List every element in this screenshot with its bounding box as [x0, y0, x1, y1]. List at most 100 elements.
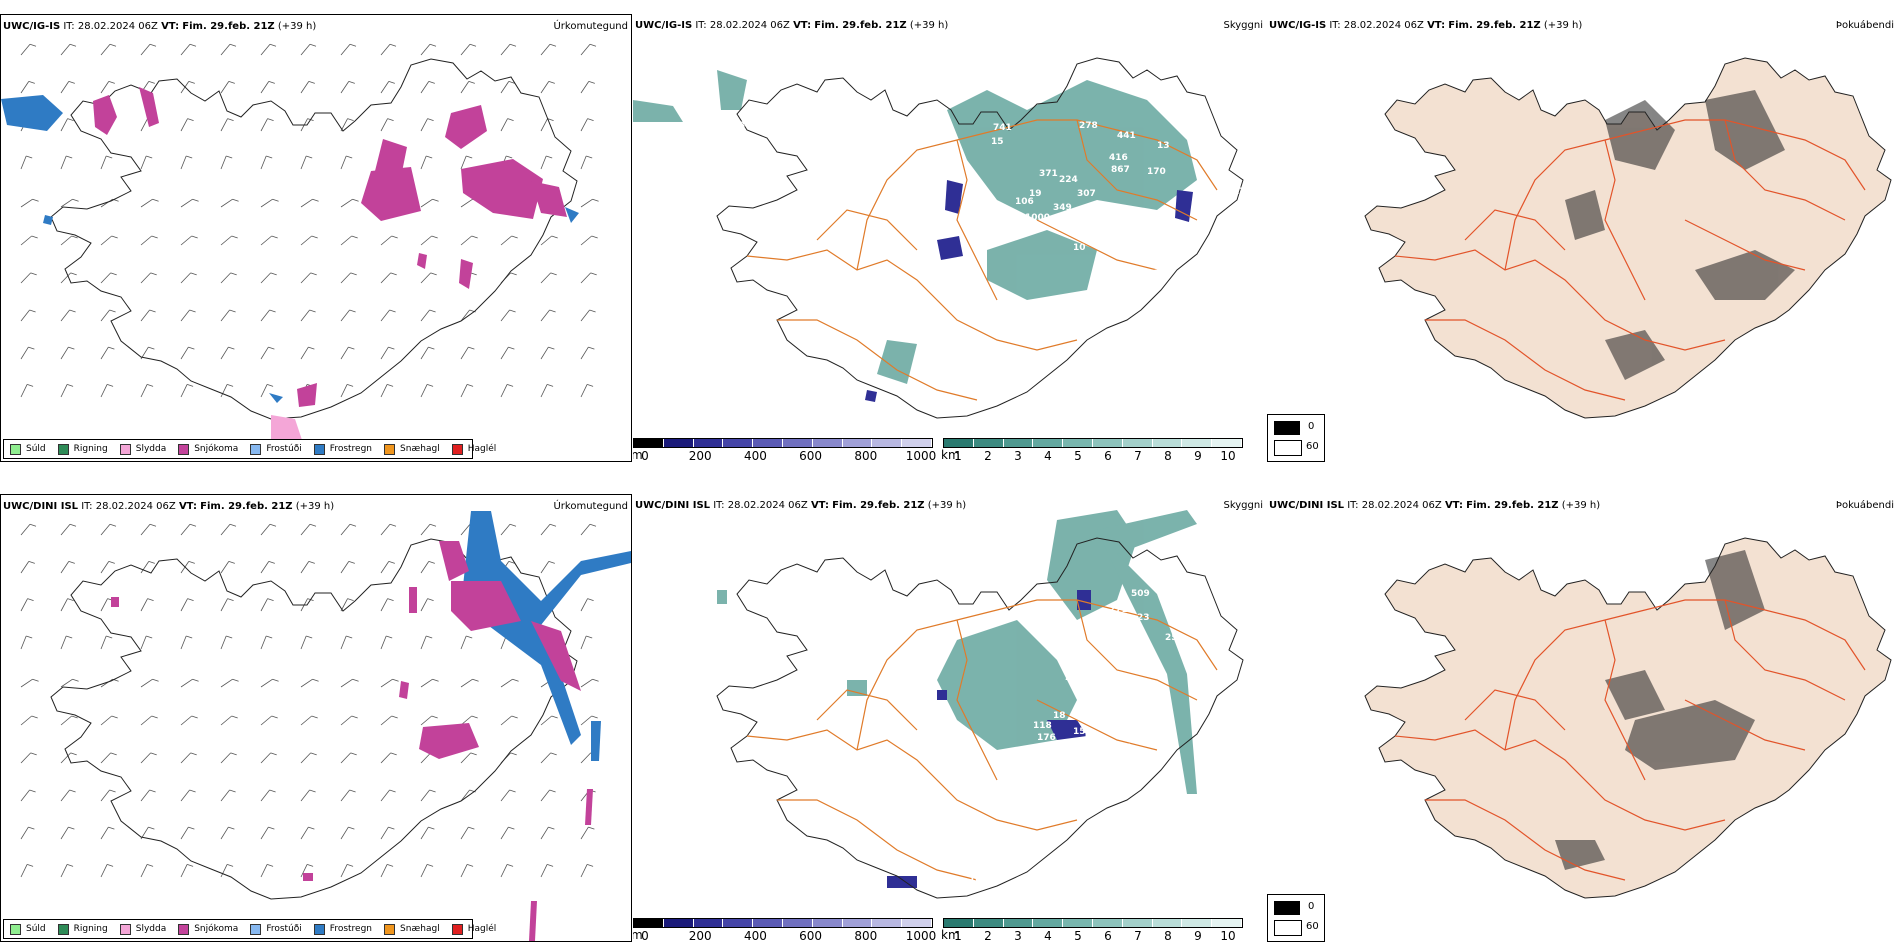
wind-barb-flag: [466, 155, 473, 159]
legend-item-slydda: Slydda: [119, 443, 166, 455]
valid-time: Fim. 29.feb. 21Z: [832, 500, 925, 511]
wind-barb: [140, 272, 151, 284]
wind-barb-flag: [66, 635, 73, 639]
wind-barb: [540, 346, 549, 360]
road: [1684, 219, 1806, 271]
wind-barb-flag: [72, 198, 79, 202]
colorbar-cells: [943, 918, 1243, 928]
wind-barb: [460, 826, 469, 840]
legend-item-frostúði: Frostúði: [250, 443, 302, 455]
wind-barb: [300, 678, 313, 688]
wind-barb-flag: [30, 752, 37, 756]
wind-barb-flag: [108, 826, 115, 830]
wind-barb: [260, 81, 270, 94]
road: [1036, 219, 1158, 271]
precip-type-legend: Súld Rigning Slydda Snjókoma Frostúði Frostre…: [3, 919, 496, 939]
wind-barb: [580, 524, 591, 536]
wind-barb: [300, 864, 308, 878]
valid-time: Fim. 29.feb. 21Z: [1448, 20, 1541, 31]
wind-barb-flag: [271, 235, 278, 239]
wind-barb: [180, 678, 193, 688]
wind-barb-flag: [429, 523, 437, 527]
legend-swatch: [57, 923, 69, 935]
wind-barb: [500, 44, 511, 56]
wind-barb: [580, 81, 590, 94]
wind-barb: [460, 752, 471, 764]
wind-barb-flag: [188, 346, 195, 350]
wind-barb-flag: [268, 561, 275, 564]
colorbar-unit: m: [633, 448, 643, 462]
fog-legend-low: 0: [1308, 421, 1315, 432]
wind-barb: [140, 198, 153, 208]
wind-barb: [260, 826, 269, 840]
cloud-base-colorbar: 0 200 400 600 800 1000 m: [633, 918, 936, 943]
wind-barb-flag: [29, 43, 37, 47]
legend-label: Snjókoma: [194, 924, 239, 934]
colorbar-tick-label: 0: [641, 929, 649, 943]
road: [1076, 119, 1198, 221]
wind-barb: [20, 198, 33, 208]
wind-barb-flag: [547, 118, 554, 121]
wind-barb-flag: [106, 864, 114, 867]
wind-barb: [540, 155, 547, 170]
wind-barb: [20, 235, 32, 246]
cloud-base-value: 867: [1111, 165, 1130, 175]
colorbar-cell: [663, 919, 694, 927]
init-time: 28.02.2024 06Z: [709, 20, 790, 31]
colorbar-tick-label: 2: [984, 449, 992, 463]
precip-map-canvas: [1, 43, 599, 459]
road: [1394, 249, 1726, 351]
wind-barb-flag: [551, 235, 558, 239]
colorbar-tick-label: 600: [799, 449, 823, 463]
wind-barb: [20, 155, 27, 170]
legend-item-snæhagl: Snæhagl: [384, 923, 440, 935]
wind-barb-flag: [111, 715, 118, 719]
wind-barb-flag: [589, 309, 596, 313]
legend-swatch: [313, 443, 325, 455]
wind-barb-flag: [508, 346, 515, 350]
cloud-base-value: 349: [1053, 203, 1072, 213]
wind-barb: [100, 384, 108, 398]
wind-barb: [460, 524, 471, 536]
wind-barb-flag: [148, 81, 155, 84]
legend-label: Haglél: [467, 444, 497, 454]
valid-label: VT:: [793, 20, 812, 31]
legend-label: Frostregn: [329, 444, 373, 454]
wind-barb-flag: [346, 384, 354, 387]
wind-barb-flag: [268, 346, 275, 350]
wind-barb: [380, 635, 387, 650]
cloud-base-value: 176: [1037, 733, 1056, 743]
valid-time: Fim. 29.feb. 21Z: [1466, 500, 1559, 511]
legend-item-súld: Súld: [10, 443, 46, 455]
colorbar-cell: [782, 919, 813, 927]
lead-time: (+39 h): [909, 20, 949, 31]
wind-barb: [140, 598, 148, 612]
wind-barb-flag: [390, 272, 397, 276]
colorbar-tick-label: 800: [854, 449, 878, 463]
wind-barb-flag: [29, 309, 36, 313]
wind-barb-flag: [186, 384, 194, 387]
wind-barb: [540, 524, 551, 536]
wind-barb: [260, 155, 267, 170]
wind-barb: [260, 561, 270, 574]
wind-barb: [460, 715, 472, 726]
cloud-base-value: 146: [1205, 191, 1224, 201]
wind-barb-flag: [150, 272, 157, 276]
legend-label: Snjókoma: [194, 444, 239, 454]
wind-barb: [340, 635, 347, 650]
wind-barb: [300, 235, 312, 246]
wind-barb-flag: [227, 118, 234, 121]
road-network: [1394, 599, 1866, 881]
visibility-areas: [717, 510, 1197, 794]
wind-barb-flag: [587, 598, 594, 601]
wind-barb-flag: [189, 523, 197, 527]
legend-label: Frostregn: [329, 924, 373, 934]
wind-barb-flag: [28, 81, 35, 84]
wind-barb: [60, 118, 68, 132]
wind-barb-flag: [428, 81, 435, 84]
wind-barb-flag: [426, 864, 434, 867]
cloud-base-value: 25: [1165, 633, 1178, 643]
colorbar-cell: [1033, 919, 1064, 927]
low-cloud-areas: [865, 180, 1193, 402]
panel-header: UWC/IG-IS IT: 28.02.2024 06Z VT: Fim. 29…: [3, 21, 316, 32]
